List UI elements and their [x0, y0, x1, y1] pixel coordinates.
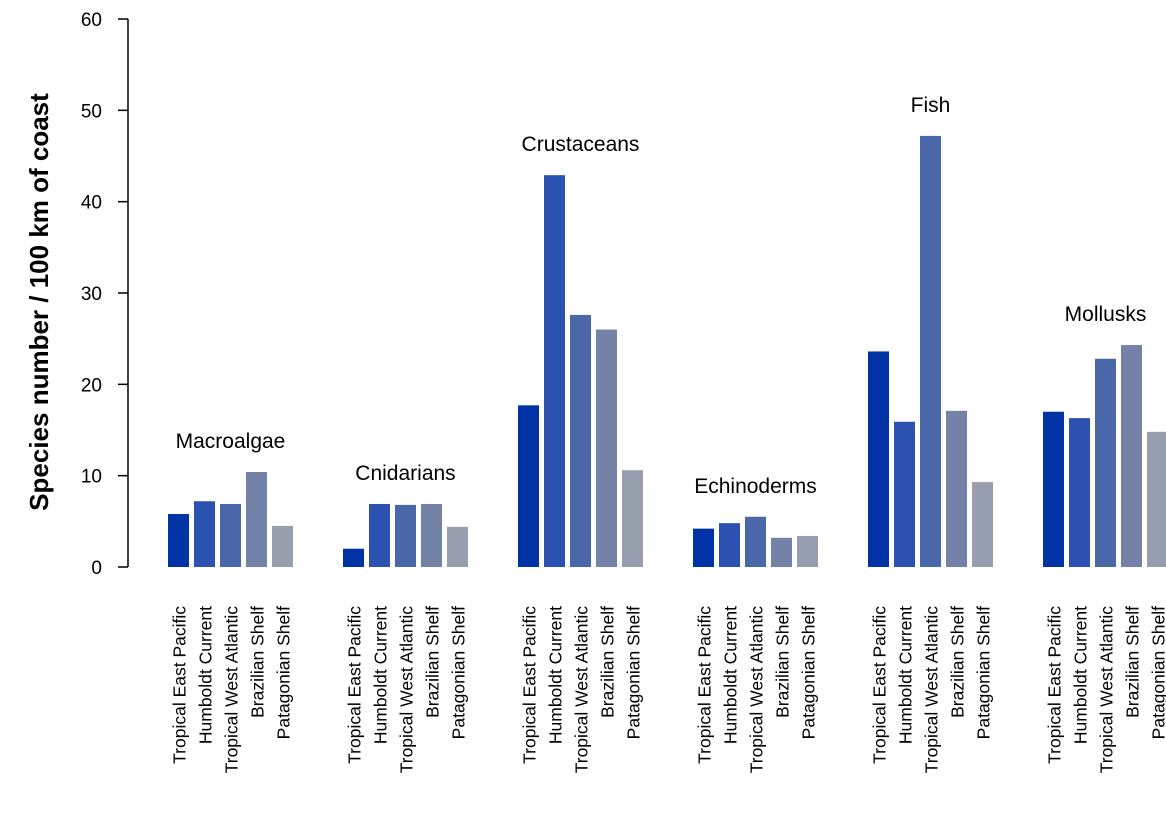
bar-macroalgae-humboldt-current	[194, 501, 215, 567]
y-tick-label: 20	[81, 375, 102, 396]
category-label: Tropical East Pacific	[695, 606, 715, 764]
category-label: Humboldt Current	[196, 606, 216, 744]
category-label: Patagonian Shelf	[974, 606, 994, 739]
bar-macroalgae-tropical-east-pacific	[168, 514, 189, 567]
bar-fish-humboldt-current	[894, 421, 915, 567]
category-label: Patagonian Shelf	[799, 606, 819, 739]
group-label-crustaceans: Crustaceans	[522, 133, 640, 156]
category-labels: Tropical East Pacific Humboldt Current Tro…	[170, 606, 1166, 774]
category-label: Brazilian Shelf	[1123, 606, 1143, 718]
bar-fish-brazilian-shelf	[946, 410, 967, 567]
category-label: Tropical West Atlantic	[397, 606, 417, 774]
y-tick-label: 0	[91, 558, 102, 579]
y-tick-label: 30	[81, 284, 102, 305]
bar-echinoderms-tropical-west-atlantic	[745, 516, 766, 567]
y-tick-label: 40	[81, 193, 102, 214]
category-label: Patagonian Shelf	[1149, 606, 1166, 739]
category-label: Tropical East Pacific	[520, 606, 540, 764]
y-tick-label: 60	[81, 10, 102, 31]
category-label: Humboldt Current	[1071, 606, 1091, 744]
bar-macroalgae-brazilian-shelf	[246, 472, 267, 567]
bar-mollusks-tropical-west-atlantic	[1095, 358, 1116, 567]
category-label: Tropical East Pacific	[1045, 606, 1065, 764]
bar-crustaceans-brazilian-shelf	[596, 329, 617, 567]
category-label: Tropical West Atlantic	[222, 606, 242, 774]
category-label: Humboldt Current	[721, 606, 741, 744]
category-label: Tropical West Atlantic	[1097, 606, 1117, 774]
bar-echinoderms-tropical-east-pacific	[693, 528, 714, 567]
bar-cnidarians-patagonian-shelf	[447, 526, 468, 567]
category-label: Humboldt Current	[546, 606, 566, 744]
category-label: Tropical East Pacific	[345, 606, 365, 764]
category-label: Brazilian Shelf	[948, 606, 968, 718]
category-label: Patagonian Shelf	[449, 606, 469, 739]
bar-fish-tropical-west-atlantic	[920, 135, 941, 567]
category-label: Brazilian Shelf	[773, 606, 793, 718]
y-axis: 0 10 20 30 40 50 60	[81, 10, 129, 579]
bar-crustaceans-humboldt-current	[544, 175, 565, 567]
bar-macroalgae-tropical-west-atlantic	[220, 503, 241, 567]
category-label: Patagonian Shelf	[274, 606, 294, 739]
category-label: Humboldt Current	[896, 606, 916, 744]
bar-mollusks-humboldt-current	[1069, 418, 1090, 567]
bar-crustaceans-tropical-east-pacific	[518, 405, 539, 567]
bar-macroalgae-patagonian-shelf	[272, 525, 293, 567]
y-tick-label: 10	[81, 467, 102, 488]
category-label: Brazilian Shelf	[248, 606, 268, 718]
bars	[168, 135, 1166, 567]
category-label: Tropical East Pacific	[870, 606, 890, 764]
category-label: Tropical West Atlantic	[747, 606, 767, 774]
bar-fish-tropical-east-pacific	[868, 351, 889, 567]
bar-mollusks-tropical-east-pacific	[1043, 411, 1064, 567]
bar-mollusks-brazilian-shelf	[1121, 345, 1142, 567]
bar-cnidarians-tropical-west-atlantic	[395, 504, 416, 567]
bar-fish-patagonian-shelf	[972, 482, 993, 567]
bar-echinoderms-humboldt-current	[719, 523, 740, 567]
category-label: Tropical West Atlantic	[572, 606, 592, 774]
group-label-fish: Fish	[911, 94, 951, 117]
bar-echinoderms-patagonian-shelf	[797, 535, 818, 567]
bar-mollusks-patagonian-shelf	[1147, 431, 1166, 567]
y-axis-label: Species number / 100 km of coast	[24, 93, 54, 511]
group-labels: Macroalgae Cnidarians Crustaceans Echinoder…	[176, 94, 1147, 498]
bar-crustaceans-tropical-west-atlantic	[570, 314, 591, 567]
bar-echinoderms-brazilian-shelf	[771, 537, 792, 567]
category-label: Tropical East Pacific	[170, 606, 190, 764]
group-label-macroalgae: Macroalgae	[176, 430, 286, 453]
category-label: Humboldt Current	[371, 606, 391, 744]
bar-cnidarians-tropical-east-pacific	[343, 548, 364, 567]
category-label: Patagonian Shelf	[624, 606, 644, 739]
category-label: Tropical West Atlantic	[922, 606, 942, 774]
group-label-cnidarians: Cnidarians	[355, 462, 455, 485]
y-tick-label: 50	[81, 101, 102, 122]
group-label-mollusks: Mollusks	[1065, 303, 1147, 326]
group-label-echinoderms: Echinoderms	[694, 475, 817, 498]
category-label: Brazilian Shelf	[598, 606, 618, 718]
bar-cnidarians-humboldt-current	[369, 503, 390, 567]
bar-cnidarians-brazilian-shelf	[421, 503, 442, 567]
bar-crustaceans-patagonian-shelf	[622, 470, 643, 567]
category-label: Brazilian Shelf	[423, 606, 443, 718]
